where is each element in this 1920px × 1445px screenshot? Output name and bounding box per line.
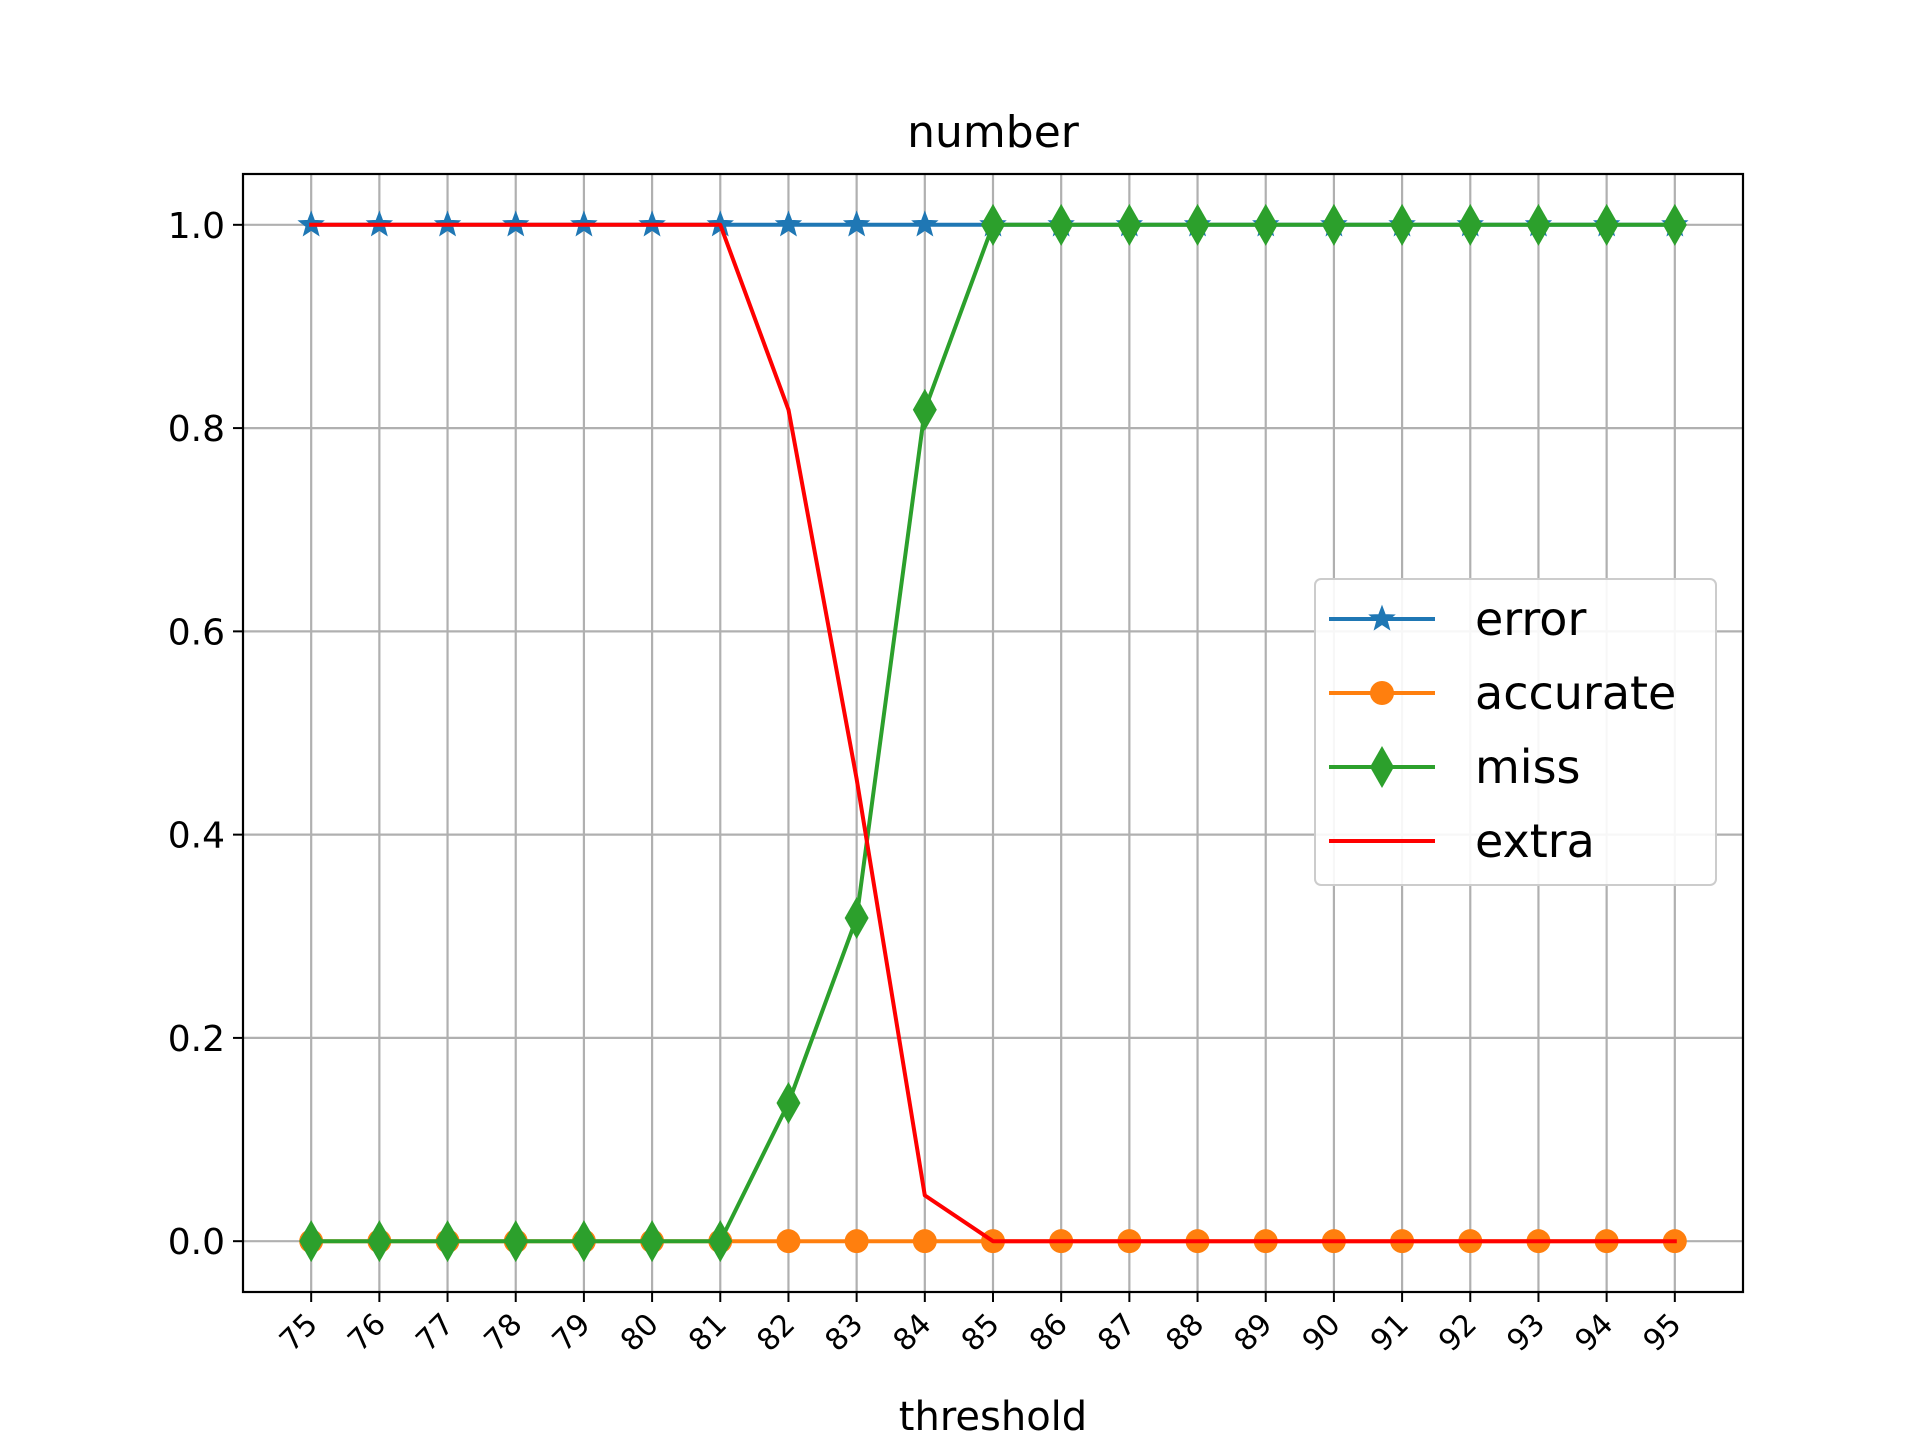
legend-marker-accurate [1370, 681, 1394, 705]
x-tick-label: 87 [1091, 1307, 1143, 1359]
data-point-miss [640, 1220, 665, 1263]
data-point-accurate [844, 1229, 869, 1254]
data-point-miss [912, 388, 937, 431]
data-point-accurate [912, 1229, 937, 1254]
data-point-miss [1117, 203, 1142, 246]
data-point-miss [503, 1220, 528, 1263]
data-point-miss [1321, 203, 1346, 246]
x-tick-label: 92 [1432, 1307, 1484, 1359]
data-point-miss [1458, 203, 1483, 246]
x-tick-label: 85 [955, 1307, 1007, 1359]
chart-title: number [907, 107, 1080, 158]
legend-label-extra: extra [1475, 814, 1595, 868]
series-line-extra [309, 222, 1677, 1244]
data-point-miss [571, 1220, 596, 1263]
x-tick-label: 93 [1500, 1307, 1552, 1359]
data-point-miss [1526, 203, 1551, 246]
x-tick-label: 80 [614, 1307, 666, 1359]
x-tick-label: 75 [273, 1307, 325, 1359]
data-point-miss [1049, 203, 1074, 246]
x-tick-label: 88 [1159, 1307, 1211, 1359]
data-point-miss [981, 203, 1005, 246]
x-tick-label: 82 [750, 1307, 802, 1359]
data-point-miss [844, 896, 869, 939]
data-point-miss [1253, 203, 1278, 246]
x-tick-label: 94 [1569, 1307, 1621, 1359]
x-tick-label: 79 [546, 1307, 598, 1359]
legend-label-accurate: accurate [1475, 666, 1676, 720]
x-tick-label: 89 [1228, 1307, 1280, 1359]
x-tick-label: 77 [409, 1307, 461, 1359]
x-tick-label: 81 [682, 1307, 734, 1359]
data-point-miss [1662, 203, 1687, 246]
y-tick-label: 0.8 [168, 409, 225, 450]
legend-marker-miss [1370, 746, 1394, 788]
y-tick-label: 0.0 [168, 1222, 225, 1263]
legend-box [1314, 578, 1717, 886]
legend-label-error: error [1475, 592, 1586, 646]
data-point-accurate [776, 1229, 801, 1254]
data-point-error [911, 210, 939, 237]
x-tick-label: 78 [478, 1307, 530, 1359]
data-point-miss [1390, 203, 1415, 246]
x-tick-label: 86 [1023, 1307, 1075, 1359]
data-point-miss [367, 1220, 392, 1263]
y-tick-label: 0.2 [168, 1019, 225, 1060]
data-point-miss [435, 1220, 460, 1263]
x-tick-label: 76 [341, 1307, 393, 1359]
data-point-error [774, 210, 803, 237]
y-tick-label: 0.6 [168, 612, 225, 653]
data-point-miss [1185, 203, 1210, 246]
x-tick-label: 91 [1364, 1307, 1416, 1359]
data-point-error [842, 210, 871, 237]
x-tick-label: 90 [1296, 1307, 1348, 1359]
data-point-miss [776, 1081, 801, 1124]
x-axis-label: threshold [899, 1394, 1087, 1440]
axes-frame [241, 172, 1745, 1294]
data-point-miss [299, 1220, 324, 1263]
legend: error accurate miss extra [1314, 578, 1717, 886]
y-tick-label: 1.0 [168, 206, 225, 247]
legend-label-miss: miss [1475, 740, 1581, 794]
x-tick-label: 83 [819, 1307, 871, 1359]
data-point-miss [708, 1220, 733, 1263]
y-tick-label: 0.4 [168, 816, 225, 857]
legend-marker-error [1368, 604, 1396, 631]
x-tick-label: 95 [1637, 1307, 1689, 1359]
x-tick-label: 84 [887, 1307, 939, 1359]
data-point-miss [1594, 203, 1619, 246]
